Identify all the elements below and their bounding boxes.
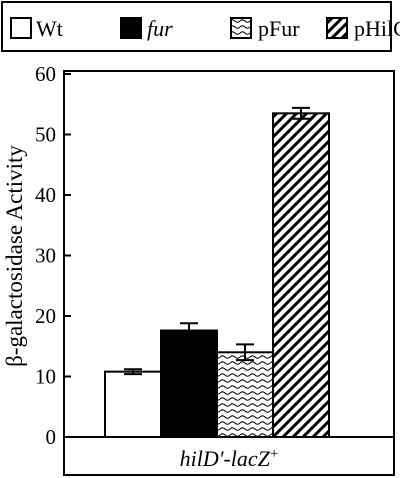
y-tick-label: 20 (35, 304, 56, 328)
bar-pfur (216, 351, 274, 438)
legend-label-philc: pHilC (354, 16, 400, 41)
legend-swatch-philc (326, 17, 348, 39)
error-bar-fur (180, 322, 198, 339)
legend-label-fur: fur (147, 16, 173, 41)
y-tick-label: 40 (35, 183, 56, 207)
legend-label-wt: Wt (36, 16, 63, 41)
error-bar-pfur (236, 343, 254, 362)
y-tick-label: 50 (35, 123, 56, 147)
bar-fur (160, 329, 218, 438)
y-tick-label: 60 (35, 62, 56, 86)
legend: Wt fur pFur pHilC (10, 16, 400, 41)
y-tick-label: 10 (35, 365, 56, 389)
error-bar-wt (124, 368, 142, 376)
bars (104, 106, 330, 438)
y-axis: 0 10 20 30 40 50 60 (35, 62, 71, 449)
bar-wt (104, 370, 162, 438)
plot-frame (63, 70, 395, 476)
y-axis-label: β-galactosidase Activity (2, 145, 27, 367)
y-tick-label: 30 (35, 244, 56, 268)
x-category-label: hilD'-lacZ+ (180, 446, 279, 471)
legend-swatch-pfur (230, 17, 252, 39)
legend-swatch-fur (120, 17, 142, 39)
y-tick-label: 0 (46, 425, 57, 449)
error-bar-philc (292, 106, 310, 120)
legend-label-pfur: pFur (258, 16, 300, 41)
bar-philc (272, 112, 330, 438)
legend-swatch-wt (10, 17, 32, 39)
